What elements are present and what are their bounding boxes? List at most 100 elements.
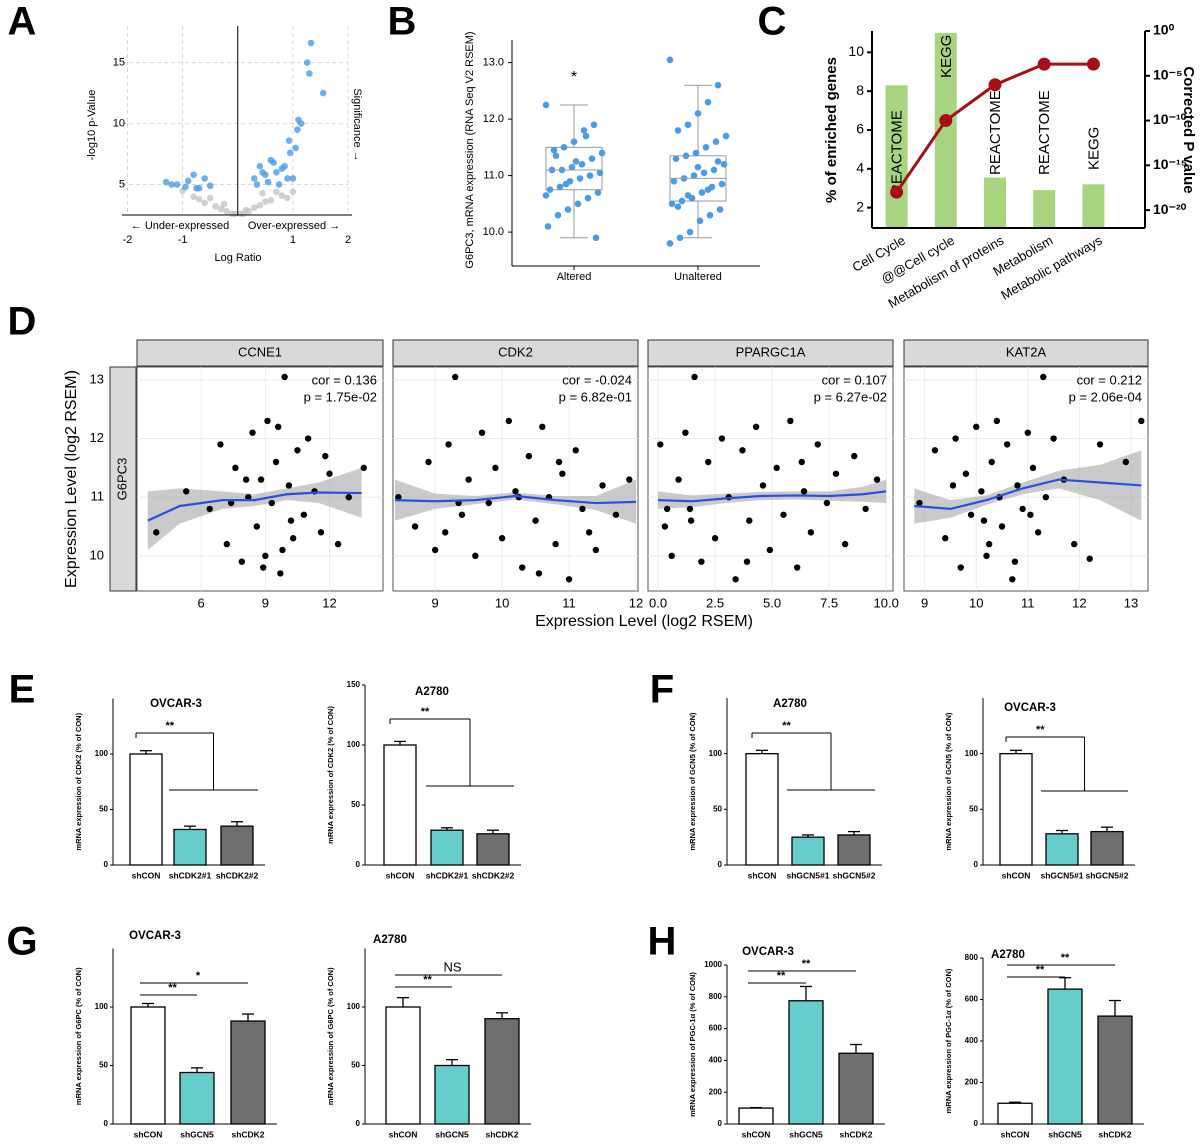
- point: [773, 464, 780, 472]
- point: [752, 423, 760, 431]
- significance-label: **: [782, 720, 791, 732]
- x-tick-label: 9: [432, 595, 439, 610]
- significance-label: **: [423, 974, 432, 986]
- facet-strip: [647, 339, 894, 367]
- point: [678, 197, 686, 205]
- point: [580, 127, 588, 134]
- x-tick-label: shGCN5#2: [1086, 870, 1129, 880]
- point: [242, 476, 250, 483]
- point: [1029, 464, 1037, 472]
- stat-label: p = 1.75e-02: [304, 389, 377, 404]
- y-tick-label: 0: [104, 860, 109, 869]
- point: [250, 175, 258, 182]
- point: [564, 206, 572, 213]
- y-tick-label: 11.0: [483, 170, 504, 182]
- point: [275, 181, 283, 188]
- point: [162, 178, 170, 186]
- x-tick-label: 2.5: [706, 595, 724, 610]
- point: [998, 523, 1006, 530]
- line-point: [1086, 57, 1100, 71]
- point: [588, 155, 596, 162]
- point: [780, 511, 787, 518]
- x-tick-label: 10.0: [874, 595, 899, 610]
- bar: [837, 834, 871, 866]
- line-point: [890, 185, 904, 199]
- x-tick-label: shCDK2: [839, 1129, 872, 1139]
- point: [682, 152, 690, 160]
- point: [303, 59, 311, 66]
- point: [227, 499, 235, 507]
- point: [711, 535, 719, 542]
- point: [485, 499, 492, 507]
- point: [319, 89, 327, 97]
- point: [442, 529, 449, 536]
- point: [661, 523, 669, 530]
- point: [704, 98, 712, 106]
- x-tick-label: -1: [178, 234, 188, 246]
- x-tick-label: 9: [262, 595, 269, 610]
- bar-label: KEGG: [1085, 127, 1102, 170]
- point: [223, 208, 231, 215]
- point: [259, 169, 266, 176]
- point: [705, 458, 712, 466]
- bar: [130, 1006, 166, 1125]
- point: [586, 172, 594, 179]
- point: [1034, 529, 1042, 536]
- point: [262, 198, 269, 205]
- point: [273, 188, 280, 196]
- stat-label: cor = -0.024: [562, 372, 632, 387]
- y-tick-label: 100: [347, 740, 361, 749]
- point: [1096, 441, 1104, 448]
- point: [249, 429, 256, 436]
- point: [217, 205, 225, 213]
- point: [675, 476, 682, 483]
- x-tick-label: 5.0: [763, 595, 781, 610]
- point: [714, 158, 722, 165]
- point: [284, 194, 291, 202]
- point: [732, 576, 739, 583]
- bar: [1082, 184, 1105, 228]
- point: [201, 175, 208, 182]
- y-tick-label: 150: [347, 680, 361, 689]
- point: [184, 177, 192, 185]
- point: [270, 159, 277, 166]
- point: [710, 166, 718, 174]
- stat-label: cor = 0.107: [822, 372, 887, 387]
- significance-label: **: [1061, 952, 1070, 964]
- point: [612, 511, 620, 518]
- point: [957, 564, 964, 571]
- bar-label: KEGG: [938, 35, 955, 78]
- point: [949, 482, 957, 489]
- y-axis-label: mRNA expression of PGC-1α (% of CON): [944, 968, 953, 1113]
- point: [293, 126, 301, 133]
- stat-label: p = 6.82e-01: [559, 389, 632, 404]
- point: [525, 452, 533, 460]
- y-tick-label: 10: [113, 117, 125, 129]
- point: [570, 138, 578, 145]
- x-tick-label: shCON: [389, 1129, 418, 1139]
- facet-strip: [392, 339, 639, 367]
- bar: [984, 177, 1006, 228]
- y-tick-label: 200: [709, 1087, 723, 1096]
- y-axis-label: Expression Level (log2 RSEM): [63, 370, 80, 588]
- point: [281, 162, 288, 170]
- significance-label: **: [777, 970, 786, 982]
- point: [682, 429, 689, 436]
- x-tick-label: Altered: [557, 271, 592, 283]
- y-tick-label: 50: [351, 800, 360, 809]
- bar-label: REACTOME: [1036, 90, 1053, 175]
- x-tick-label: shGCN5#1: [1041, 870, 1084, 880]
- significance-label: **: [802, 958, 811, 970]
- bar: [434, 1064, 470, 1125]
- y2-tick-label: 10⁻¹⁰: [1153, 111, 1187, 127]
- y-axis-label: mRNA expression of CDK2 (% of CON): [326, 706, 335, 844]
- row-strip: [109, 366, 137, 592]
- significance-label: **: [421, 706, 430, 718]
- y-tick-label: 100: [95, 749, 109, 758]
- x-tick-label: shCDK2: [485, 1129, 518, 1139]
- point: [173, 181, 181, 188]
- point: [272, 458, 280, 466]
- point: [585, 529, 593, 536]
- point: [674, 203, 682, 210]
